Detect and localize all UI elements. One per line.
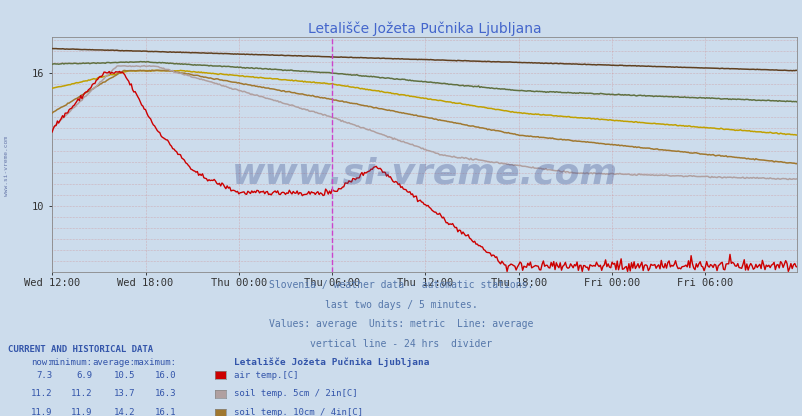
Text: 13.7: 13.7 <box>113 389 135 399</box>
Text: 7.3: 7.3 <box>36 371 52 380</box>
Text: soil temp. 5cm / 2in[C]: soil temp. 5cm / 2in[C] <box>234 389 358 399</box>
Text: maximum:: maximum: <box>133 358 176 367</box>
Text: www.si-vreme.com: www.si-vreme.com <box>4 136 9 196</box>
Text: 16.3: 16.3 <box>155 389 176 399</box>
Text: www.si-vreme.com: www.si-vreme.com <box>232 157 617 191</box>
Text: 11.2: 11.2 <box>30 389 52 399</box>
Text: 11.9: 11.9 <box>71 408 92 416</box>
Text: 11.9: 11.9 <box>30 408 52 416</box>
Text: vertical line - 24 hrs  divider: vertical line - 24 hrs divider <box>310 339 492 349</box>
Text: Slovenia / weather data - automatic stations.: Slovenia / weather data - automatic stat… <box>269 280 533 290</box>
Text: minimum:: minimum: <box>49 358 92 367</box>
Text: 16.0: 16.0 <box>155 371 176 380</box>
Text: last two days / 5 minutes.: last two days / 5 minutes. <box>325 300 477 310</box>
Text: air temp.[C]: air temp.[C] <box>234 371 298 380</box>
Text: 6.9: 6.9 <box>76 371 92 380</box>
Text: 11.2: 11.2 <box>71 389 92 399</box>
Text: Values: average  Units: metric  Line: average: Values: average Units: metric Line: aver… <box>269 319 533 329</box>
Text: Letališče Jožeta Pučnika Ljubljana: Letališče Jožeta Pučnika Ljubljana <box>234 358 429 367</box>
Text: 16.1: 16.1 <box>155 408 176 416</box>
Text: now:: now: <box>30 358 52 367</box>
Text: average:: average: <box>91 358 135 367</box>
Title: Letališče Jožeta Pučnika Ljubljana: Letališče Jožeta Pučnika Ljubljana <box>308 22 541 36</box>
Text: CURRENT AND HISTORICAL DATA: CURRENT AND HISTORICAL DATA <box>8 344 153 354</box>
Text: 10.5: 10.5 <box>113 371 135 380</box>
Text: soil temp. 10cm / 4in[C]: soil temp. 10cm / 4in[C] <box>234 408 363 416</box>
Text: 14.2: 14.2 <box>113 408 135 416</box>
